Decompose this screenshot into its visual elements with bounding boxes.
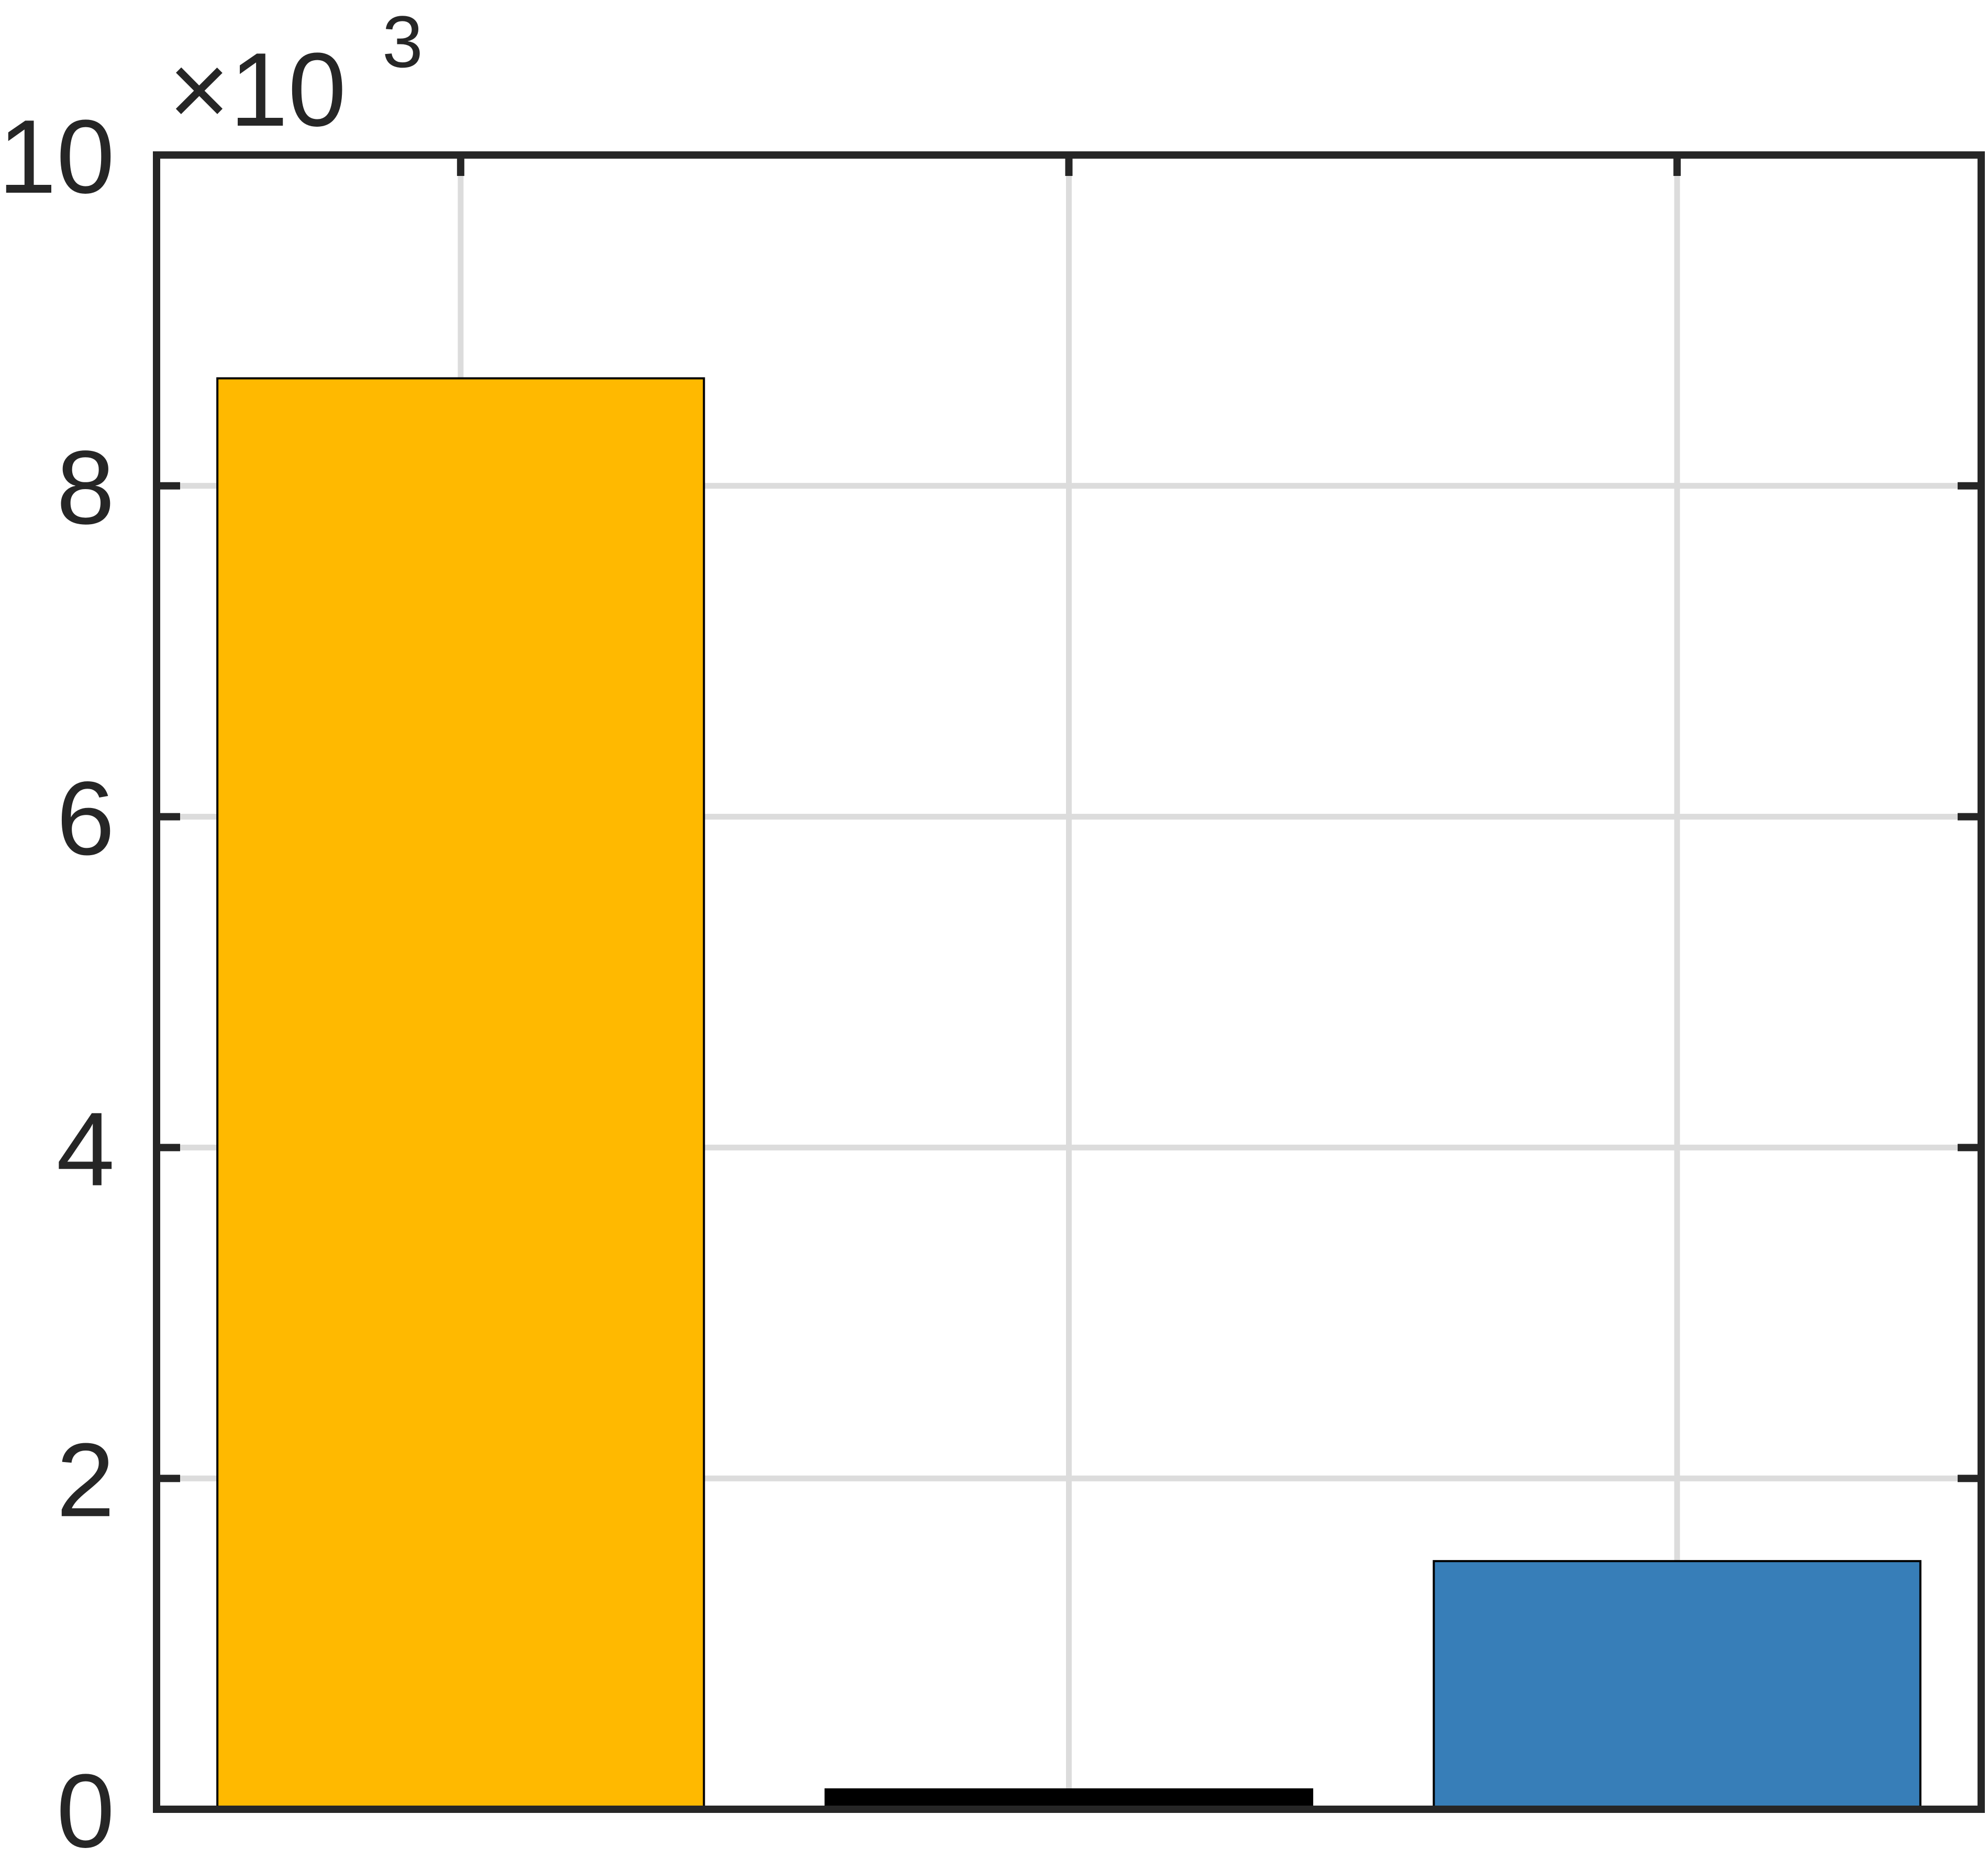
y-tick-label: 8: [57, 429, 115, 546]
bar-1: [216, 377, 705, 1810]
axis-exponent: ×10 3: [169, 1, 423, 148]
bars: [216, 377, 1922, 1811]
bar-3: [1432, 1560, 1922, 1810]
exponent-power: 3: [382, 1, 423, 83]
y-tick-label: 2: [57, 1422, 115, 1539]
tick-labels: 0 2 4 6 8 10: [0, 98, 115, 1859]
y-tick-label: 0: [57, 1753, 115, 1859]
tick-marks: [157, 151, 1981, 1813]
exponent-base: ×10: [169, 31, 346, 148]
y-tick-label: 6: [57, 760, 115, 877]
y-tick-label: 4: [57, 1091, 115, 1208]
y-tick-label: 10: [0, 98, 115, 215]
